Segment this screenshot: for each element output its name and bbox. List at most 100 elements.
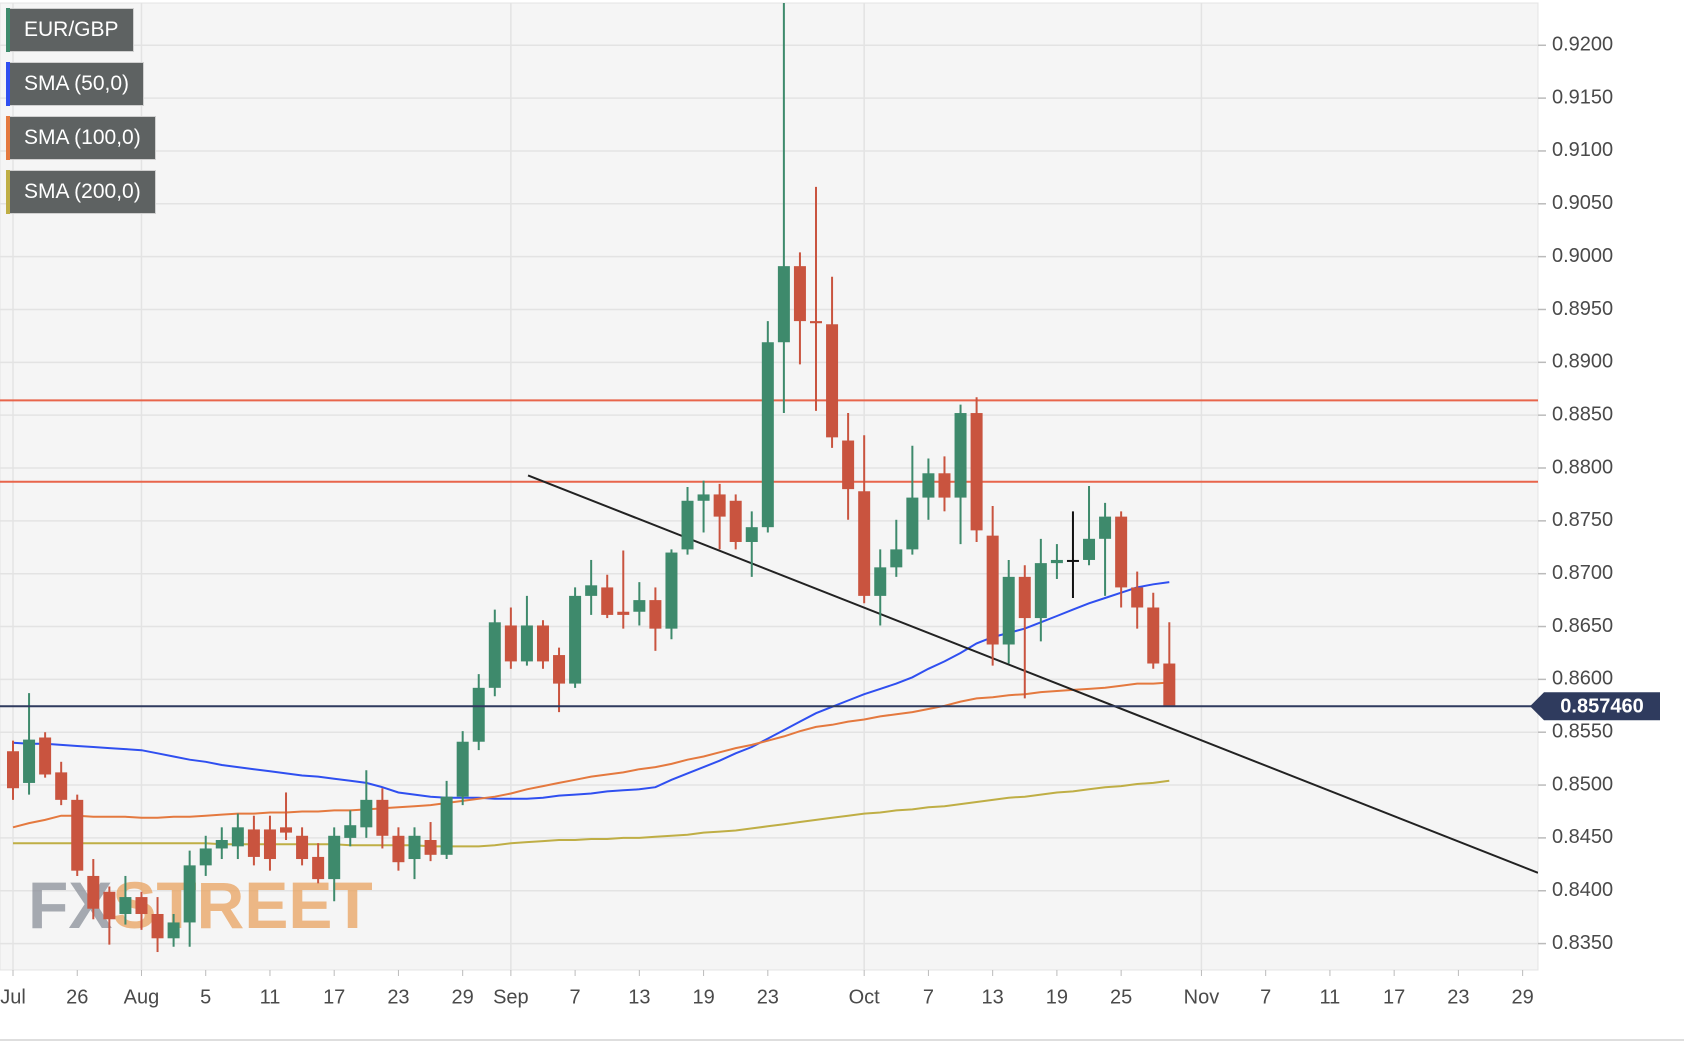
candle-body — [890, 549, 903, 568]
candle-body — [520, 625, 533, 662]
candle-body — [842, 440, 855, 490]
x-tick-label: 13 — [982, 986, 1004, 1008]
candle-body — [633, 600, 646, 612]
candle-body — [263, 829, 276, 860]
candle-body — [874, 567, 887, 596]
x-tick-label: Nov — [1184, 986, 1220, 1008]
candle-body — [1147, 607, 1160, 664]
candle-body — [569, 595, 582, 684]
candle-body — [665, 552, 678, 629]
candle-body — [312, 856, 325, 880]
candle-body — [39, 737, 52, 775]
x-tick-label: Sep — [493, 986, 529, 1008]
candle-body — [954, 413, 967, 498]
y-tick-label: 0.8950 — [1552, 298, 1613, 320]
candle-body — [440, 796, 453, 855]
candle-body — [472, 687, 485, 742]
x-tick-label: 11 — [1320, 986, 1341, 1008]
candle-body — [601, 587, 614, 615]
candle-body — [681, 500, 694, 550]
candle-body — [55, 772, 68, 800]
candle-body — [215, 840, 228, 849]
legend-item: EUR/GBP — [6, 8, 156, 52]
x-tick-label: 26 — [66, 986, 88, 1008]
candle-body — [649, 600, 662, 629]
legend-swatch — [6, 170, 10, 214]
candle-body — [392, 835, 405, 863]
candle-body — [729, 500, 742, 542]
candle-body — [1099, 516, 1112, 539]
candle-body — [1066, 559, 1079, 562]
candle-body — [376, 799, 389, 836]
y-tick-label: 0.8900 — [1552, 351, 1613, 373]
x-tick-label: Oct — [849, 986, 881, 1008]
candle-body — [456, 741, 469, 797]
plot-layer — [0, 3, 1538, 953]
y-tick-label: 0.8400 — [1552, 879, 1613, 901]
legend-label: EUR/GBP — [10, 8, 134, 52]
candle-body — [938, 473, 951, 498]
candle-body — [328, 835, 341, 880]
x-tick-label: 29 — [452, 986, 474, 1008]
candle-body — [23, 739, 36, 783]
x-tick-label: 23 — [1447, 986, 1469, 1008]
legend-item: SMA (100,0) — [6, 116, 156, 160]
y-tick-label: 0.8850 — [1552, 403, 1613, 425]
legend-label: SMA (100,0) — [10, 116, 156, 160]
candle-body — [167, 922, 180, 939]
candle-body — [536, 625, 549, 662]
y-tick-label: 0.8600 — [1552, 668, 1613, 690]
x-tick-label: 19 — [692, 986, 714, 1008]
y-tick-label: 0.9100 — [1552, 139, 1613, 161]
candles — [7, 3, 1176, 953]
candle-body — [199, 848, 212, 866]
x-tick-label: 7 — [570, 986, 581, 1008]
legend-label: SMA (200,0) — [10, 170, 156, 214]
y-tick-label: 0.8800 — [1552, 456, 1613, 478]
x-tick-label: 25 — [1110, 986, 1132, 1008]
candle-body — [231, 827, 244, 847]
candle-body — [280, 827, 293, 833]
legend-swatch — [6, 116, 10, 160]
candle-body — [247, 829, 260, 857]
candle-body — [1002, 576, 1015, 645]
candle-body — [7, 751, 19, 789]
candle-body — [697, 494, 710, 501]
candle-body — [183, 865, 196, 923]
candle-body — [488, 622, 501, 688]
candle-body — [761, 342, 774, 528]
candle-body — [119, 897, 132, 914]
candle-body — [585, 585, 598, 596]
legend-item: SMA (200,0) — [6, 170, 156, 214]
x-tick-label: 11 — [260, 986, 281, 1008]
price-tag — [1530, 692, 1660, 721]
legend-label: SMA (50,0) — [10, 62, 145, 106]
candle-body — [745, 527, 758, 542]
candle-body — [344, 825, 357, 838]
candle-body — [858, 491, 871, 596]
x-tick-label: 5 — [200, 986, 211, 1008]
x-tick-label: 17 — [1383, 986, 1405, 1008]
candle-body — [826, 324, 839, 438]
candle-body — [71, 799, 84, 871]
sma-line — [12, 681, 1170, 829]
y-tick-label: 0.9150 — [1552, 86, 1613, 108]
candle-body — [360, 799, 373, 828]
candle-body — [151, 913, 164, 939]
x-tick-label: 23 — [387, 986, 409, 1008]
candle-body — [424, 840, 437, 855]
candle-body — [1083, 538, 1096, 560]
candle-body — [296, 835, 309, 860]
y-tick-label: 0.9200 — [1552, 34, 1613, 56]
candle-body — [1131, 587, 1144, 608]
candle-body — [970, 413, 983, 531]
x-tick-label: 29 — [1512, 986, 1534, 1008]
candle-body — [1163, 663, 1176, 707]
candle-body — [777, 266, 790, 343]
x-tick-label: 7 — [923, 986, 934, 1008]
sma-line — [12, 581, 1170, 800]
x-tick-label: 19 — [1046, 986, 1068, 1008]
candle-body — [408, 835, 421, 860]
